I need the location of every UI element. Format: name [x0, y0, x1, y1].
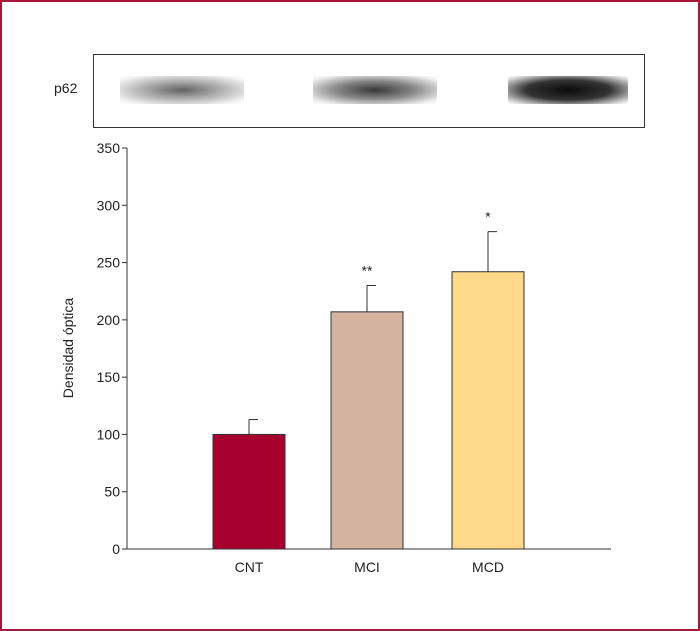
- blot-band-cnt: [120, 76, 244, 104]
- y-tick-label: 250: [97, 255, 121, 271]
- y-tick-label: 0: [112, 541, 120, 557]
- y-tick-label: 300: [97, 197, 121, 213]
- y-tick-label: 50: [104, 484, 120, 500]
- y-axis-label: Densidad óptica: [60, 298, 76, 399]
- bar-cnt: [212, 433, 286, 550]
- significance-annotation: **: [362, 262, 373, 278]
- bar-mci: [330, 311, 404, 550]
- blot-band-mci: [313, 76, 437, 104]
- x-tick-label: MCD: [472, 559, 504, 575]
- significance-annotation: *: [485, 209, 491, 225]
- blot-band-mcd: [508, 76, 628, 104]
- y-tick-label: 100: [97, 426, 121, 442]
- y-tick-label: 200: [97, 312, 121, 328]
- bar-mcd: [451, 271, 525, 550]
- y-tick-label: 150: [97, 369, 121, 385]
- blot-label: p62: [54, 80, 78, 96]
- western-blot-panel: [93, 54, 645, 128]
- y-tick-label: 350: [97, 140, 121, 156]
- x-tick-label: MCI: [354, 559, 380, 575]
- x-tick-label: CNT: [235, 559, 264, 575]
